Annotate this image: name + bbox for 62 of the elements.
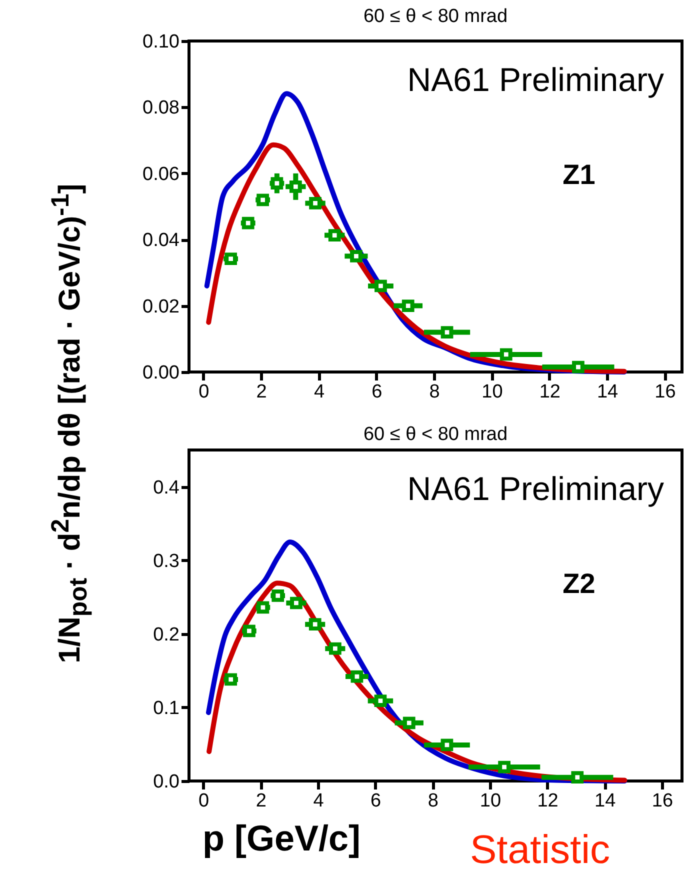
y-tick-label: 0.3 [153, 550, 180, 572]
point [224, 252, 237, 265]
point [402, 716, 416, 730]
point [256, 194, 269, 206]
x-tick-label: 14 [594, 790, 616, 812]
y-tick-label: 0.1 [153, 698, 180, 719]
point [308, 618, 322, 631]
x-tick-label: 0 [198, 790, 210, 812]
x-tick-label: 8 [428, 790, 438, 812]
x-tick-label: 16 [652, 790, 674, 812]
annotation: NA61 Preliminary [407, 61, 664, 98]
chart-title: 60 ≤ θ < 80 mrad [363, 6, 508, 27]
x-tick-label: 4 [314, 382, 325, 402]
point [572, 360, 584, 374]
point [290, 596, 302, 610]
x-tick-label: 14 [596, 382, 619, 402]
y-tick-label: 0.08 [142, 98, 180, 119]
point [571, 771, 584, 784]
x-tick-label: 2 [256, 790, 266, 812]
point [498, 760, 510, 774]
y-tick-label: 0.00 [142, 362, 180, 384]
annotation: Z2 [562, 568, 596, 599]
y-tick-label: 0.04 [142, 230, 180, 252]
annotation: NA61 Preliminary [407, 470, 664, 507]
point [328, 642, 342, 655]
x-tick-label: 6 [370, 790, 382, 812]
y-tick-label: 0.10 [142, 32, 180, 52]
point [256, 601, 270, 614]
x-tick-label: 10 [480, 790, 502, 812]
y-tick-label: 0.06 [142, 164, 180, 185]
point [328, 229, 341, 242]
x-tick-label: 4 [313, 790, 324, 812]
point [272, 589, 284, 602]
point [374, 694, 387, 708]
point [243, 624, 256, 638]
point [440, 326, 454, 338]
y-tick-label: 0.4 [153, 477, 180, 498]
x-tick-label: 8 [429, 382, 440, 402]
x-axis-title: p [GeV/c] [202, 818, 361, 858]
x-tick-label: 16 [654, 382, 676, 402]
point [402, 300, 414, 312]
annotation: Z1 [562, 159, 596, 190]
y-tick-label: 0.2 [153, 624, 180, 646]
x-tick-label: 6 [372, 382, 382, 402]
point [350, 670, 364, 683]
x-tick-label: 12 [537, 790, 558, 812]
point [350, 250, 362, 262]
point [500, 348, 512, 361]
y-tick-label: 0.0 [153, 772, 180, 792]
point [374, 280, 387, 292]
text: Statistic [470, 828, 610, 873]
x-tick-label: 0 [198, 382, 210, 402]
x-tick-label: 10 [482, 382, 503, 402]
point [242, 216, 254, 230]
point [309, 197, 322, 210]
y-tick-label: 0.02 [142, 296, 180, 318]
point [289, 180, 302, 193]
x-tick-label: 12 [539, 382, 560, 402]
chart-title: 60 ≤ θ < 80 mrad [363, 424, 508, 445]
point [440, 738, 454, 752]
point [224, 673, 238, 686]
x-tick-label: 2 [256, 382, 267, 402]
